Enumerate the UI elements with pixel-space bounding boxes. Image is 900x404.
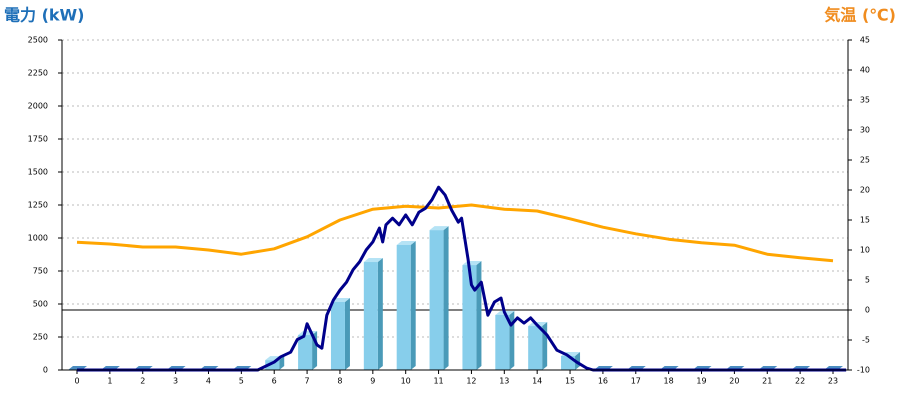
x-tick-label: 2 (140, 377, 145, 386)
x-tick-label: 20 (729, 377, 739, 386)
bar (330, 302, 345, 370)
bar-side (476, 261, 482, 370)
y-tick-label: 2000 (28, 102, 48, 111)
y-tick-label: 2250 (28, 69, 48, 78)
bar-side (443, 226, 449, 370)
y2-axis-title: 気温 (℃) (824, 6, 896, 25)
y2-tick-label: 35 (860, 96, 870, 105)
bar (462, 265, 477, 370)
y2-tick-label: 25 (860, 156, 870, 165)
bar-top (396, 240, 416, 245)
x-tick-label: 1 (107, 377, 112, 386)
bar-side (410, 240, 416, 370)
bar-side (377, 258, 383, 370)
y-axis-title: 電力 (kW) (4, 6, 85, 25)
y-tick-label: 1250 (28, 201, 48, 210)
bar (265, 360, 280, 370)
line (77, 185, 847, 372)
x-tick-label: 16 (598, 377, 608, 386)
x-tick-label: 22 (795, 377, 805, 386)
x-tick-label: 9 (370, 377, 375, 386)
x-tick-label: 13 (499, 377, 509, 386)
y-tick-label: 1000 (28, 234, 48, 243)
y-tick-label: 0 (43, 366, 48, 375)
y2-tick-label: 20 (860, 186, 870, 195)
y2-tick-label: 30 (860, 126, 870, 135)
y-tick-label: 500 (33, 300, 48, 309)
bar (495, 314, 510, 370)
bar-top (429, 226, 449, 231)
y2-tick-label: 15 (860, 216, 870, 225)
x-tick-label: 4 (206, 377, 211, 386)
y-tick-label: 1500 (28, 168, 48, 177)
y-tick-label: 1750 (28, 135, 48, 144)
bar (396, 244, 411, 370)
x-tick-label: 19 (696, 377, 706, 386)
bar-side (279, 356, 285, 370)
y2-tick-label: -5 (862, 336, 870, 345)
y2-tick-label: 10 (860, 246, 870, 255)
x-tick-label: 17 (631, 377, 641, 386)
y2-tick-label: 45 (860, 36, 870, 45)
x-tick-label: 0 (74, 377, 79, 386)
x-tick-label: 8 (337, 377, 342, 386)
x-tick-label: 21 (762, 377, 772, 386)
bar (528, 326, 543, 370)
y2-tick-label: -10 (857, 366, 870, 375)
x-tick-label: 23 (828, 377, 838, 386)
line (76, 203, 834, 263)
bar-top (363, 258, 383, 263)
bar-side (344, 298, 350, 370)
y-tick-label: 250 (33, 333, 48, 342)
x-tick-label: 11 (433, 377, 443, 386)
bar (363, 262, 378, 370)
x-tick-label: 7 (305, 377, 310, 386)
bar (298, 335, 313, 370)
x-tick-label: 3 (173, 377, 178, 386)
y2-tick-label: 0 (865, 306, 870, 315)
x-tick-label: 10 (401, 377, 411, 386)
x-tick-label: 6 (272, 377, 277, 386)
x-tick-label: 12 (466, 377, 476, 386)
y2-tick-label: 40 (860, 66, 870, 75)
y-tick-label: 2500 (28, 36, 48, 45)
y2-tick-label: 5 (865, 276, 870, 285)
x-tick-label: 14 (532, 377, 542, 386)
x-tick-label: 15 (565, 377, 575, 386)
x-tick-label: 5 (239, 377, 244, 386)
y-tick-label: 750 (33, 267, 48, 276)
bar (429, 230, 444, 370)
x-tick-label: 18 (664, 377, 674, 386)
bar-side (509, 310, 515, 370)
